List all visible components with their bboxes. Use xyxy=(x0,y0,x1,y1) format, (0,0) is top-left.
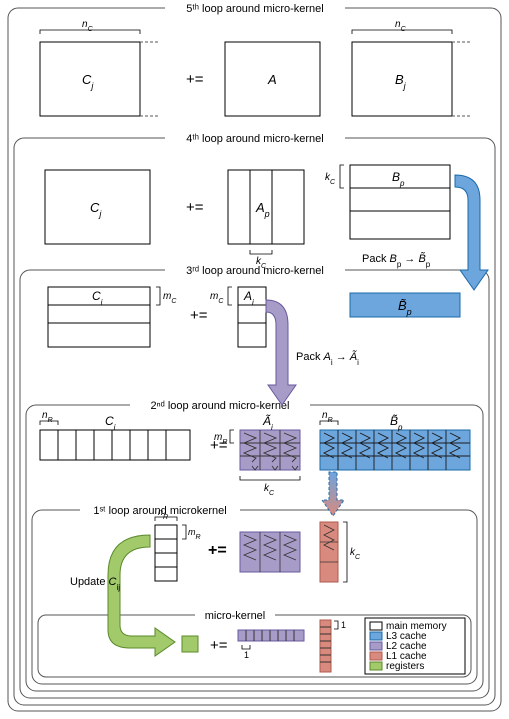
svg-text:Ci: Ci xyxy=(105,414,116,432)
svg-text:+=: += xyxy=(208,542,227,559)
svg-text:kC: kC xyxy=(325,172,336,186)
svg-text:3ʳᵈ loop around micro-kernel: 3ʳᵈ loop around micro-kernel xyxy=(186,265,324,277)
arrow-bp-down xyxy=(322,472,344,516)
svg-text:nR: nR xyxy=(322,410,333,424)
svg-text:mR: mR xyxy=(188,527,201,541)
arrow-packB xyxy=(455,175,488,290)
svg-text:Ãi: Ãi xyxy=(262,414,273,432)
svg-text:Pack Bp → B̃p: Pack Bp → B̃p xyxy=(362,252,431,269)
svg-text:Pack Ai → Ãi: Pack Ai → Ãi xyxy=(296,350,359,367)
svg-text:kC: kC xyxy=(264,483,275,497)
svg-text:+=: += xyxy=(186,71,204,88)
svg-text:+=: += xyxy=(186,199,204,216)
arrow-packA xyxy=(266,300,296,405)
svg-text:registers: registers xyxy=(386,661,424,672)
loop2-content: Ci nR += Ãi mR kC xyxy=(40,410,470,516)
svg-text:+=: += xyxy=(190,307,208,324)
svg-text:nR: nR xyxy=(42,410,53,424)
loop1-content: nR mR += kC xyxy=(70,507,361,656)
loop5-content: Cj nC += A Bj nC xyxy=(40,19,470,116)
svg-text:1: 1 xyxy=(341,620,346,630)
loop3-content: Ci mC += Ai mC B̃p Pack Ai → Ãi xyxy=(48,287,460,405)
svg-text:1: 1 xyxy=(244,650,249,660)
svg-text:B̃p: B̃p xyxy=(390,413,403,432)
svg-text:+=: += xyxy=(210,637,228,654)
svg-text:A: A xyxy=(267,72,277,87)
svg-text:2ⁿᵈ loop around micro-kernel: 2ⁿᵈ loop around micro-kernel xyxy=(150,400,289,412)
svg-text:mC: mC xyxy=(163,291,177,305)
microkernel-content: += 1 1 main memory xyxy=(182,618,465,674)
svg-text:kC: kC xyxy=(350,547,361,561)
svg-text:nC: nC xyxy=(82,19,94,33)
legend: main memory L3 cache L2 cache L1 cache r… xyxy=(365,618,465,674)
diagram-root: 5ᵗʰ loop around micro-kernel 4ᵗʰ loop ar… xyxy=(0,0,509,719)
svg-text:mC: mC xyxy=(210,291,224,305)
svg-text:5ᵗʰ loop around micro-kernel: 5ᵗʰ loop around micro-kernel xyxy=(186,3,323,15)
svg-text:micro-kernel: micro-kernel xyxy=(205,610,266,622)
svg-text:nC: nC xyxy=(395,19,407,33)
svg-text:4ᵗʰ loop around micro-kernel: 4ᵗʰ loop around micro-kernel xyxy=(186,133,323,145)
